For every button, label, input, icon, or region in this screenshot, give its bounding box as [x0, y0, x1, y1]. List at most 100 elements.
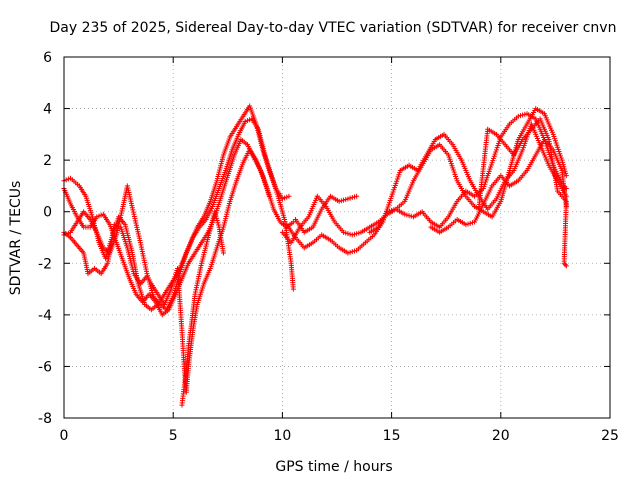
data-point: [284, 194, 290, 200]
y-axis-label: SDTVAR / TECUs: [8, 181, 24, 296]
data-point: [111, 222, 117, 228]
data-point: [347, 249, 353, 255]
data-points: [61, 103, 569, 408]
data-point: [356, 230, 362, 236]
data-point: [345, 231, 351, 237]
x-tick-label: 25: [601, 428, 619, 444]
data-point: [63, 177, 69, 183]
data-point: [126, 189, 132, 195]
series-track-9: [367, 106, 569, 235]
data-point: [98, 212, 104, 218]
series-track-1: [61, 103, 292, 313]
data-point: [563, 170, 569, 176]
series-track-4: [61, 147, 272, 395]
data-point: [214, 215, 220, 221]
data-point: [125, 185, 131, 191]
data-point: [351, 248, 357, 254]
data-point: [215, 220, 221, 226]
x-tick-labels: 0 5 10 15 20 25: [60, 428, 619, 444]
data-point: [128, 200, 134, 206]
data-point: [384, 209, 390, 215]
data-point: [463, 222, 469, 228]
data-point: [125, 187, 131, 193]
data-point: [132, 218, 138, 224]
data-point: [128, 198, 134, 204]
data-point: [469, 220, 475, 226]
y-tick-label: 2: [43, 153, 52, 169]
grid-lines: [64, 57, 610, 418]
data-point: [220, 250, 226, 256]
data-point: [117, 214, 123, 220]
data-point: [520, 112, 526, 118]
series-track-10: [428, 137, 569, 235]
data-point: [349, 195, 355, 201]
data-point: [386, 208, 392, 214]
x-tick-label: 5: [169, 428, 178, 444]
data-point: [391, 207, 397, 213]
y-tick-label: -2: [38, 256, 52, 272]
x-tick-label: 0: [60, 428, 69, 444]
data-point: [114, 228, 120, 234]
data-point: [135, 231, 141, 237]
y-tick-label: 0: [43, 205, 52, 221]
series-track-2: [61, 137, 296, 318]
data-point: [127, 196, 133, 202]
y-tick-label: 4: [43, 102, 52, 118]
data-point: [134, 227, 140, 233]
x-tick-label: 20: [492, 428, 510, 444]
data-point: [96, 213, 102, 219]
data-point: [467, 220, 473, 226]
data-point: [351, 231, 357, 237]
data-point: [349, 249, 355, 255]
data-point: [137, 237, 143, 243]
data-point: [515, 113, 521, 119]
data-point: [129, 203, 135, 209]
data-point: [345, 196, 351, 202]
data-point: [354, 193, 360, 199]
data-point: [338, 198, 344, 204]
data-point: [118, 212, 124, 218]
data-point: [131, 213, 137, 219]
data-point: [336, 198, 342, 204]
data-point: [133, 220, 139, 226]
data-point: [212, 211, 218, 217]
data-point: [266, 193, 272, 199]
data-point: [119, 206, 125, 212]
data-point: [404, 212, 410, 218]
data-point: [406, 213, 412, 219]
data-point: [94, 214, 100, 220]
data-point: [349, 232, 355, 238]
data-point: [341, 197, 347, 203]
data-point: [517, 113, 523, 119]
data-point: [559, 157, 565, 163]
series-track-3: [61, 116, 296, 313]
data-point: [129, 205, 135, 211]
series-track-11: [476, 116, 569, 269]
data-point: [113, 222, 119, 228]
data-point: [354, 231, 360, 237]
data-point: [290, 219, 296, 225]
data-point: [136, 235, 142, 241]
data-point: [136, 233, 142, 239]
data-point: [563, 263, 569, 269]
data-point: [214, 218, 220, 224]
data-point: [389, 207, 395, 213]
data-point: [341, 229, 347, 235]
data-point: [65, 176, 71, 182]
data-point: [126, 192, 132, 198]
series-track-5: [179, 209, 226, 408]
y-tick-label: 6: [43, 50, 52, 66]
y-tick-label: -8: [38, 411, 52, 427]
data-point: [347, 231, 353, 237]
data-point: [215, 222, 221, 228]
data-point: [135, 229, 141, 235]
y-tick-labels: -8 -6 -4 -2 0 2 4 6: [38, 50, 52, 427]
data-point: [212, 209, 218, 215]
data-point: [343, 196, 349, 202]
y-tick-label: -4: [38, 308, 52, 324]
series-track-8: [293, 193, 360, 235]
series-track-7: [284, 121, 569, 256]
x-axis-label: GPS time / hours: [275, 459, 392, 475]
data-point: [343, 230, 349, 236]
